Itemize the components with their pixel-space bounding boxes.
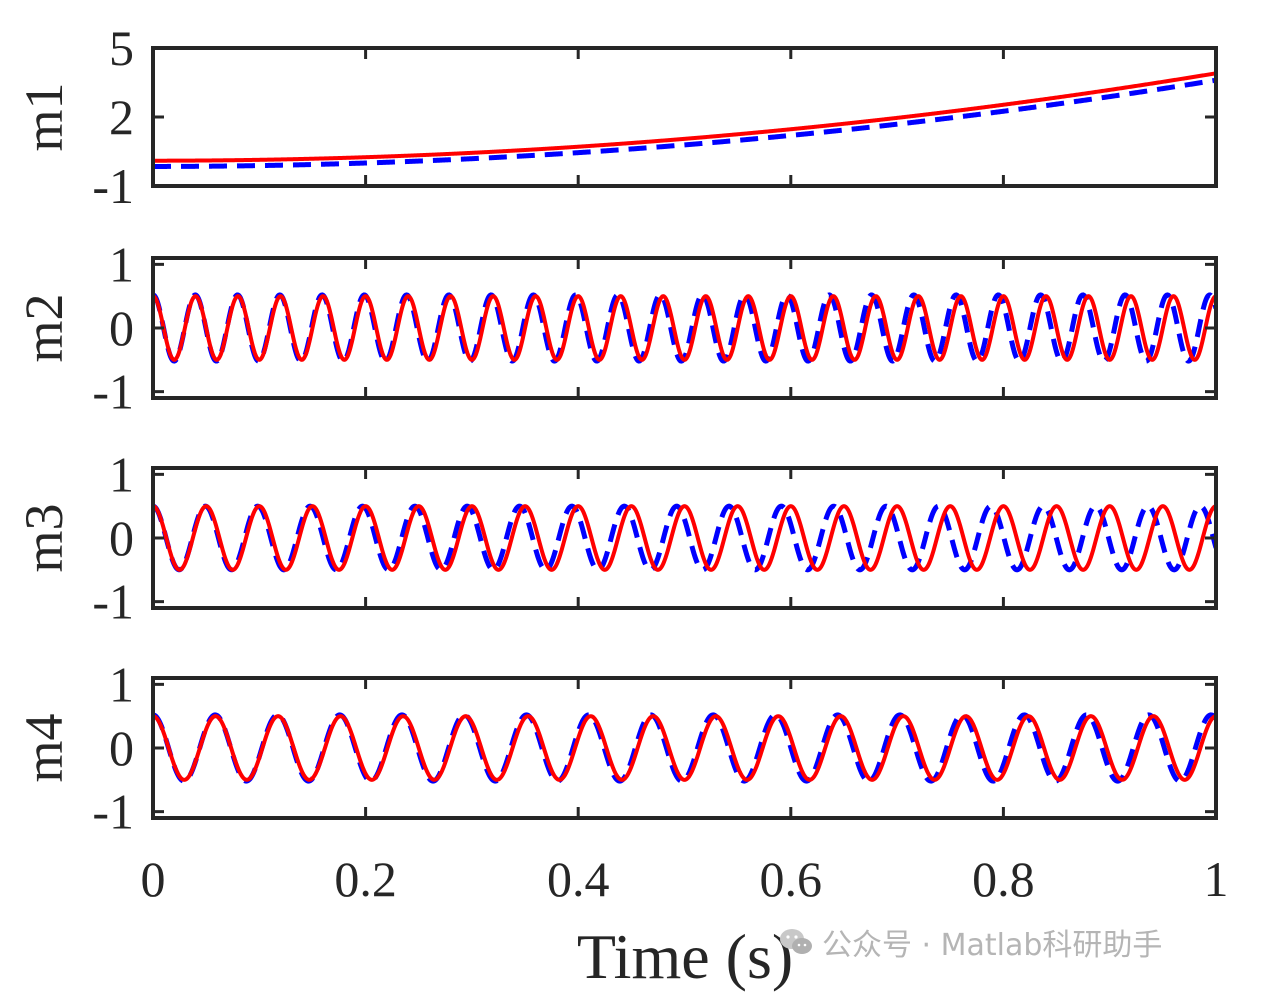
x-tick-label: 0.8 [972, 851, 1035, 907]
x-tick-label: 1 [1204, 851, 1229, 907]
m3-y-tick-label: 0 [109, 510, 134, 566]
m2-reference-line [153, 294, 1216, 362]
panel-m2: -1 0 1 m2 [14, 236, 1218, 420]
m1-y-tick-label: 2 [109, 89, 134, 145]
m2-y-tick-label: 0 [109, 300, 134, 356]
x-axis-label: Time (s) [577, 921, 793, 992]
m4-y-tick-label: 0 [109, 720, 134, 776]
x-tick-label: 0.4 [547, 851, 610, 907]
x-tick-label: 0 [141, 851, 166, 907]
m1-estimate-line [153, 77, 1216, 169]
m3-y-axis-label: m3 [14, 503, 74, 572]
m1-y-tick-label: -1 [92, 158, 134, 214]
m4-axes-frame [151, 676, 1218, 820]
m2-y-tick-label: 1 [109, 236, 134, 292]
m4-reference-line [153, 714, 1216, 782]
panel-m4: -1 0 1 m4 [14, 656, 1218, 840]
x-tick-label: 0.2 [334, 851, 397, 907]
watermark: 公众号 · Matlab科研助手 [778, 922, 1163, 963]
m4-y-axis-label: m4 [14, 713, 74, 782]
m3-reference-line [153, 504, 1216, 572]
m4-y-tick-label: -1 [92, 784, 134, 840]
m3-y-tick-label: 1 [109, 446, 134, 502]
wechat-icon [780, 929, 812, 954]
m2-y-axis-label: m2 [14, 293, 74, 362]
m3-y-tick-label: -1 [92, 574, 134, 630]
m4-estimate-line [153, 712, 1216, 784]
panel-m1: -1 2 5 m1 [14, 20, 1218, 214]
watermark-text: 公众号 · Matlab科研助手 [822, 928, 1163, 963]
m3-estimate-line [153, 503, 1216, 573]
m1-reference-line [153, 71, 1216, 163]
m4-y-tick-label: 1 [109, 656, 134, 712]
m1-axes-frame [151, 46, 1218, 188]
m2-y-tick-label: -1 [92, 364, 134, 420]
m1-y-tick-label: 5 [109, 20, 134, 76]
m1-y-axis-label: m1 [14, 82, 74, 151]
panel-m3: -1 0 1 m3 [14, 446, 1218, 630]
x-tick-label: 0.6 [760, 851, 823, 907]
